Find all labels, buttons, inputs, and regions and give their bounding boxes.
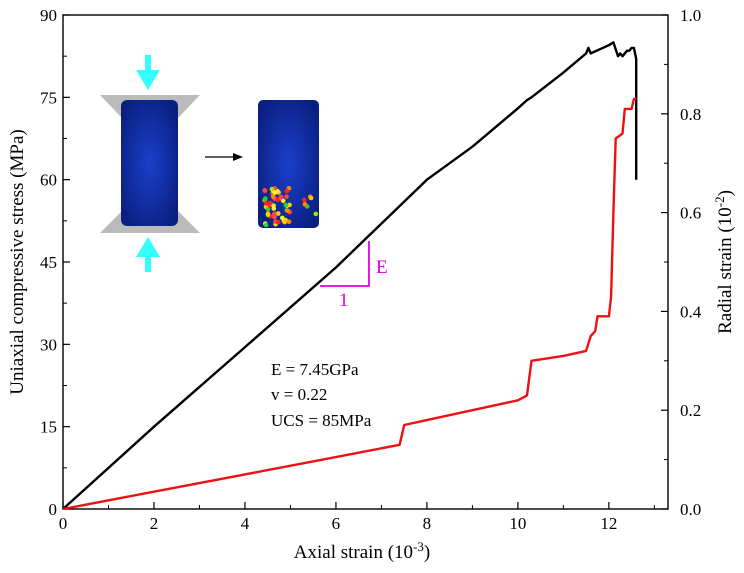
param-ucs: UCS = 85MPa xyxy=(271,411,372,430)
damage-particle xyxy=(286,219,292,224)
radial-strain-line xyxy=(62,97,637,511)
x-tick-label: 12 xyxy=(600,514,617,533)
x-tick-label: 10 xyxy=(509,514,526,533)
damage-particle xyxy=(285,208,290,214)
x-tick-label: 0 xyxy=(59,514,68,533)
x-axis-label: Axial strain (10-3) xyxy=(294,539,430,563)
y-right-tick-label: 0.6 xyxy=(680,204,701,223)
damage-particle xyxy=(278,194,284,200)
damage-particle xyxy=(313,211,319,217)
damage-particle xyxy=(265,207,271,212)
load-arrow-top-icon xyxy=(136,55,160,90)
y-right-tick-label: 0.8 xyxy=(680,105,701,124)
run-label: 1 xyxy=(339,290,349,311)
x-tick-label: 4 xyxy=(241,514,250,533)
y-right-tick-label: 1.0 xyxy=(680,6,701,25)
x-tick-label: 6 xyxy=(332,514,341,533)
damage-particle xyxy=(271,203,276,208)
param-modulus: E = 7.45GPa xyxy=(271,360,359,379)
y-left-tick-label: 30 xyxy=(40,335,57,354)
specimen-inset xyxy=(100,55,319,272)
damage-particle xyxy=(302,202,308,207)
y-right-tick-label: 0.4 xyxy=(680,302,702,321)
damage-particles-icon xyxy=(262,186,319,228)
damage-particle xyxy=(265,211,271,216)
modulus-triangle-lines xyxy=(320,241,370,287)
damage-particle xyxy=(284,188,290,194)
damage-particle xyxy=(275,197,281,203)
damage-particle xyxy=(263,222,269,228)
transition-arrow-icon xyxy=(205,153,243,161)
damage-particle xyxy=(301,197,307,203)
load-arrow-bottom-icon xyxy=(136,237,160,272)
left-y-axis-label: Uniaxial compressive stress (MPa) xyxy=(7,129,28,394)
param-poisson: v = 0.22 xyxy=(271,385,327,404)
modulus-triangle: E 1 xyxy=(320,241,388,311)
damage-particle xyxy=(284,194,289,199)
y-left-tick-label: 15 xyxy=(40,418,57,437)
damage-particle xyxy=(262,188,268,193)
damage-particle xyxy=(271,214,277,219)
damage-particle xyxy=(283,217,288,223)
right-y-axis-label: Radial strain (10-2) xyxy=(712,190,736,334)
y-left-tick-label: 0 xyxy=(49,500,58,519)
damage-particle xyxy=(272,190,278,195)
y-left-tick-label: 90 xyxy=(40,6,57,25)
y-right-tick-label: 0.0 xyxy=(680,500,701,519)
damage-particle xyxy=(283,202,289,208)
modulus-label: E xyxy=(376,257,388,278)
damage-particle xyxy=(270,194,276,200)
y-right-tick-label: 0.2 xyxy=(680,401,701,420)
damage-particle xyxy=(276,211,281,216)
y-left-tick-label: 75 xyxy=(40,88,57,107)
right-y-axis-ticks: 0.0 0.2 0.4 0.6 0.8 1.0 xyxy=(661,6,702,519)
damage-particle xyxy=(308,195,314,201)
damage-particle xyxy=(263,201,269,206)
damage-particle xyxy=(267,200,273,206)
damage-particle xyxy=(276,219,281,225)
left-y-axis-ticks: 0 15 30 45 60 75 90 xyxy=(40,6,70,519)
damage-particle xyxy=(263,196,268,201)
plot-frame xyxy=(62,14,669,510)
y-left-tick-label: 60 xyxy=(40,171,57,190)
stress-strain-line xyxy=(62,41,638,510)
intact-specimen-icon xyxy=(121,100,178,226)
damage-particle xyxy=(269,186,275,192)
damage-particle xyxy=(280,215,285,221)
x-tick-label: 2 xyxy=(150,514,159,533)
x-tick-label: 8 xyxy=(423,514,432,533)
x-axis-ticks: 0 2 4 6 8 10 12 xyxy=(59,502,655,533)
y-left-tick-label: 45 xyxy=(40,253,57,272)
series-layer xyxy=(62,41,638,511)
parameter-annotation: E = 7.45GPa v = 0.22 UCS = 85MPa xyxy=(271,360,372,430)
